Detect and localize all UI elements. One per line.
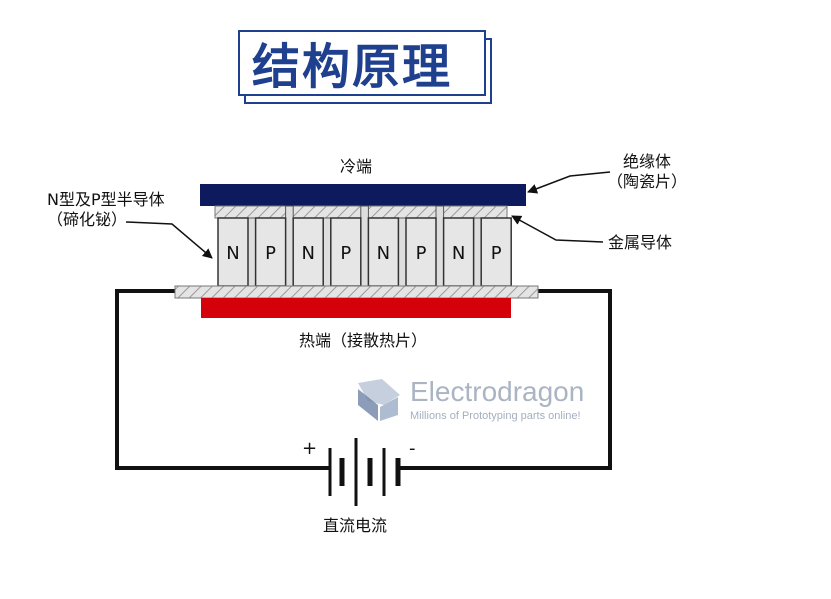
insulator-label: 绝缘体 （陶瓷片） [602,152,692,192]
semiconductor-leg [442,217,475,287]
p-type-label: P [265,243,276,264]
insulator-arrow [527,171,611,194]
semiconductor-arrow [125,221,213,259]
plus-sign: + [302,438,318,459]
cold-plate [200,184,526,206]
semiconductor-leg [480,217,512,287]
n-type-label: N [452,243,465,264]
page-title: 结构原理 [252,39,453,95]
connector-strip [360,205,369,299]
battery-icon [328,438,401,506]
np-label-line1: N型及P型半导体 [47,190,165,209]
circuit-wire-right [398,289,612,470]
hot-end-label: 热端（接散热片） [299,331,428,350]
dc-current-label: 直流电流 [323,516,388,535]
connector-strip [435,205,445,299]
hot-plate [201,298,511,318]
title-frame: 结构原理 [238,30,486,96]
title-box: 结构原理 [238,28,494,104]
watermark-tagline: Millions of Prototyping parts online! [410,410,581,422]
metal-conductor-arrow [511,215,604,243]
insulator-label-line2: （陶瓷片） [606,172,687,191]
cold-end-label: 冷端 [340,157,373,176]
minus-sign: - [409,438,416,459]
n-type-label: N [226,243,239,264]
p-type-label: P [416,243,427,264]
p-type-label: P [340,243,351,264]
watermark-name: Electrodragon [410,376,585,407]
p-type-label: P [491,243,502,264]
metal-conductor-label: 金属导体 [608,233,673,252]
connector-strip [285,205,294,299]
electrodragon-logo-icon [358,379,400,421]
n-type-label: N [377,243,390,264]
semiconductor-leg [330,217,362,287]
semiconductor-leg [292,217,324,287]
np-label-line2: （碲化铋） [47,210,128,229]
circuit-wire [115,289,330,470]
insulator-label-line1: 绝缘体 [622,152,671,171]
lower-conductor-band [174,285,539,299]
semiconductor-leg [367,217,400,287]
np-semiconductor-label: N型及P型半导体 （碲化铋） [47,190,165,230]
n-type-label: N [301,243,314,264]
